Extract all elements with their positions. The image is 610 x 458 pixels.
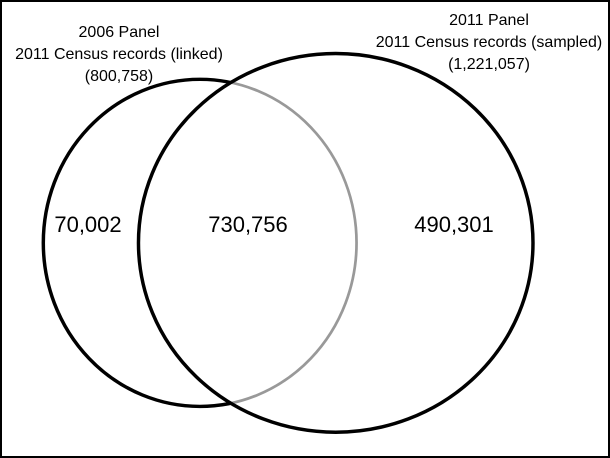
left-set-label-line-3: (800,758) [84, 68, 154, 85]
overlap-count: 730,756 [208, 212, 288, 237]
left-set-label-line-2: 2011 Census records (linked) [15, 46, 223, 63]
right-set-label-line-1: 2011 Panel [449, 12, 529, 29]
left-only-count: 70,002 [54, 212, 122, 237]
right-set-label-line-2: 2011 Census records (sampled) [375, 34, 603, 51]
left-set-label: 2006 Panel 2011 Census records (linked) … [2, 22, 239, 88]
left-circle-outline [41, 77, 359, 409]
right-set-label-line-3: (1,221,057) [448, 56, 530, 73]
right-circle-outline [136, 51, 535, 434]
right-only-count: 490,301 [414, 212, 494, 237]
left-set-label-line-1: 2006 Panel [78, 24, 160, 41]
right-set-label: 2011 Panel 2011 Census records (sampled)… [359, 10, 608, 76]
